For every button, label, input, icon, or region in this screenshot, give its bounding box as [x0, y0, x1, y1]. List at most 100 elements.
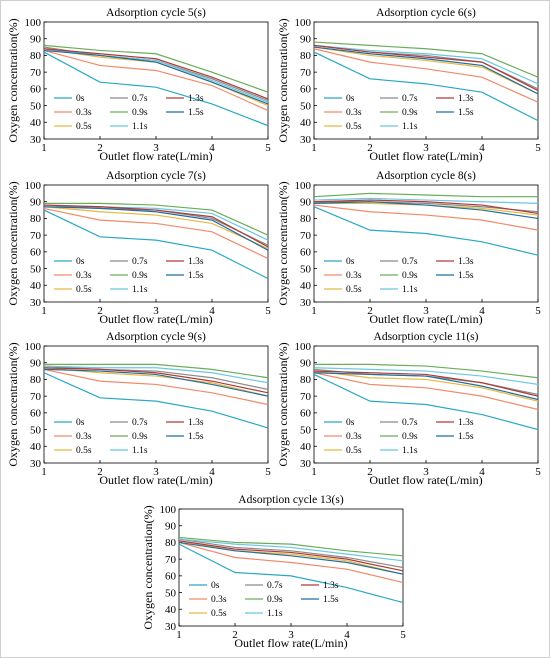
legend-label: 1.1s [402, 285, 418, 295]
y-tick-label: 50 [30, 424, 42, 436]
series-line-1_1s [43, 365, 269, 384]
x-tick-label: 3 [153, 466, 159, 478]
y-tick-label: 70 [165, 554, 177, 566]
legend-label: 1.1s [132, 446, 148, 456]
x-tick-label: 5 [535, 466, 541, 478]
chart-title: Adsorption cycle 5(s) [106, 7, 206, 19]
y-tick-label: 40 [165, 604, 177, 616]
series-line-0s [43, 372, 269, 429]
series-line-1_5s [313, 46, 539, 95]
y-tick-label: 80 [30, 213, 42, 225]
series-line-1_3s [43, 204, 269, 248]
legend-label: 0.7s [402, 257, 418, 267]
chart-svg: Adsorption cycle 6(s) 30 40 50 60 70 80 90 100 1 2… [276, 7, 541, 163]
y-tick-label: 30 [300, 458, 312, 470]
y-tick-label: 80 [30, 374, 42, 386]
series-line-0_3s [43, 207, 269, 260]
y-tick-label: 90 [165, 521, 177, 533]
x-tick-label: 2 [97, 142, 103, 154]
legend-label: 1.5s [323, 595, 339, 605]
series-line-0_3s [178, 541, 404, 584]
y-axis-label: Oxygen concentration(%) [276, 342, 290, 466]
x-tick-label: 5 [265, 466, 271, 478]
series-line-0_3s [43, 368, 269, 406]
y-tick-label: 30 [30, 134, 42, 146]
y-tick-label: 70 [30, 67, 42, 79]
chart-panel-cycle-7: Adsorption cycle 7(s) 30 40 50 60 70 80 90 100 1 2… [6, 167, 276, 327]
x-axis-label: Outlet flow rate(L/min) [99, 312, 212, 326]
legend-label: 1.5s [188, 271, 204, 281]
legend-label: 1.5s [458, 432, 474, 442]
legend-label: 0.7s [402, 94, 418, 104]
x-tick-label: 2 [367, 142, 373, 154]
series-line-0_9s [314, 363, 539, 379]
y-tick-label: 50 [165, 587, 177, 599]
series-line-0s [313, 51, 539, 122]
series-line-0s [313, 206, 539, 256]
y-tick-label: 40 [300, 117, 312, 129]
series-line-1_5s [43, 49, 269, 105]
chart-panel-cycle-9: Adsorption cycle 9(s) 30 40 50 60 70 80 90 100 1 2… [6, 328, 276, 488]
x-tick-label: 4 [479, 466, 485, 478]
x-tick-label: 2 [367, 305, 373, 317]
legend-label: 0.5s [76, 122, 92, 132]
chart-svg: Adsorption cycle 13(s) 30 40 50 60 70 80 90 100 1… [141, 494, 406, 650]
y-tick-label: 40 [300, 441, 312, 453]
y-tick-label: 90 [300, 197, 312, 209]
series-line-1_3s [178, 540, 404, 572]
y-tick-label: 100 [160, 504, 177, 516]
chart-svg: Adsorption cycle 7(s) 30 40 50 60 70 80 90 100 1 2… [6, 170, 271, 326]
x-tick-label: 3 [153, 142, 159, 154]
x-tick-label: 1 [311, 466, 317, 478]
y-tick-label: 90 [30, 358, 42, 370]
series-line-0s [43, 51, 269, 127]
legend-label: 0.3s [346, 432, 362, 442]
legend-label: 0.7s [267, 581, 283, 591]
y-tick-label: 50 [300, 424, 312, 436]
y-tick-label: 60 [165, 571, 177, 583]
legend-label: 0s [346, 418, 355, 428]
series-line-0s [43, 209, 269, 280]
legend-label: 1.1s [402, 122, 418, 132]
series-line-0_9s [43, 44, 269, 93]
chart-svg: Adsorption cycle 9(s) 30 40 50 60 70 80 90 100 1 2… [6, 331, 271, 487]
y-tick-label: 70 [30, 391, 42, 403]
y-axis-label: Oxygen concentration(%) [6, 342, 20, 466]
legend-label: 0.7s [132, 257, 148, 267]
chart-title: Adsorption cycle 8(s) [376, 170, 476, 182]
y-tick-label: 30 [165, 621, 177, 633]
legend-label: 0.3s [346, 108, 362, 118]
x-tick-label: 4 [479, 142, 485, 154]
y-tick-label: 60 [300, 84, 312, 96]
y-tick-label: 30 [300, 297, 312, 309]
y-tick-label: 100 [295, 341, 312, 353]
y-axis-label: Oxygen concentration(%) [276, 18, 290, 142]
y-tick-label: 80 [30, 50, 42, 62]
series-line-0s [313, 373, 539, 431]
chart-panel-cycle-8: Adsorption cycle 8(s) 30 40 50 60 70 80 90 100 1 2… [276, 167, 546, 327]
series-line-1_3s [43, 48, 269, 100]
series-line-0_7s [43, 46, 269, 102]
legend-label: 0.5s [346, 122, 362, 132]
legend-label: 0.3s [76, 108, 92, 118]
y-tick-label: 90 [30, 197, 42, 209]
legend-label: 0s [76, 257, 85, 267]
legend-label: 0s [211, 581, 220, 591]
x-axis-label: Outlet flow rate(L/min) [99, 473, 212, 487]
legend-label: 1.5s [188, 108, 204, 118]
y-tick-label: 40 [30, 117, 42, 129]
legend-label: 0.9s [402, 271, 418, 281]
legend-label: 0.3s [211, 595, 227, 605]
legend-label: 0.7s [132, 418, 148, 428]
series-line-0_9s [313, 41, 539, 78]
x-tick-label: 2 [97, 466, 103, 478]
legend-label: 1.5s [458, 108, 474, 118]
legend-label: 0.7s [402, 418, 418, 428]
legend-label: 1.3s [458, 94, 474, 104]
chart-title: Adsorption cycle 11(s) [374, 331, 479, 343]
x-tick-label: 5 [535, 305, 541, 317]
y-tick-label: 70 [300, 230, 312, 242]
y-tick-label: 100 [295, 180, 312, 192]
x-tick-label: 2 [232, 629, 238, 641]
x-tick-label: 1 [41, 142, 47, 154]
